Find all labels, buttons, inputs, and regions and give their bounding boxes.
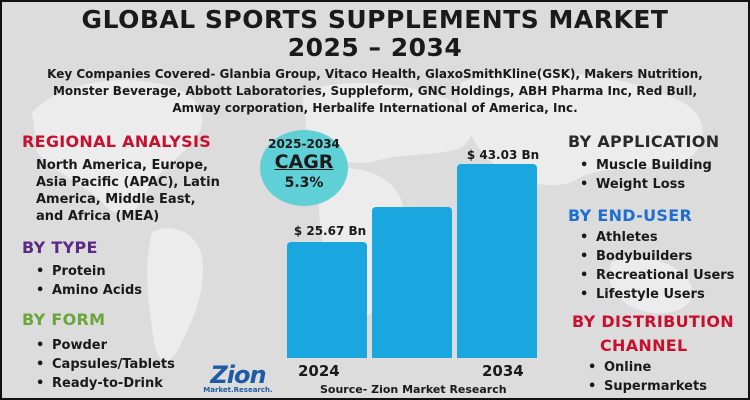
year-label-2024: 2024 [298, 362, 340, 380]
logo-subtitle: Market.Research. [203, 386, 273, 394]
by-application-heading: BY APPLICATION [568, 132, 720, 151]
list-item: Capsules/Tablets [30, 355, 175, 374]
bar-value-2034: $ 43.03 Bn [466, 148, 540, 162]
by-distribution-list: Online Supermarkets [582, 358, 707, 396]
source-note: Source- Zion Market Research [320, 383, 507, 396]
by-form-list: Powder Capsules/Tablets Ready-to-Drink [30, 336, 175, 393]
key-companies: Key Companies Covered- Glanbia Group, Vi… [47, 67, 703, 115]
title-line-2: 2025 – 2034 [287, 33, 463, 62]
cagr-label: CAGR [274, 151, 334, 173]
regional-heading: REGIONAL ANALYSIS [22, 132, 212, 151]
by-form-heading: BY FORM [22, 310, 106, 329]
by-end-user-list: Athletes Bodybuilders Recreational Users… [574, 228, 734, 304]
list-item: Lifestyle Users [574, 285, 734, 304]
list-item: Amino Acids [30, 281, 142, 300]
by-type-heading: BY TYPE [22, 238, 98, 257]
list-item: Supermarkets [582, 377, 707, 396]
by-distribution-heading-1: BY DISTRIBUTION [572, 312, 734, 331]
list-item: Athletes [574, 228, 734, 247]
bar-1 [287, 242, 367, 358]
bar-value-2024: $ 25.67 Bn [293, 224, 367, 238]
by-application-list: Muscle Building Weight Loss [574, 156, 712, 194]
list-item: Muscle Building [574, 156, 712, 175]
logo-wordmark: Zion [210, 361, 266, 389]
cagr-period: 2025-2034 [268, 137, 340, 151]
by-distribution-heading-2: CHANNEL [600, 336, 688, 355]
bar-2 [372, 207, 452, 358]
list-item: Recreational Users [574, 266, 734, 285]
list-item: Protein [30, 262, 142, 281]
list-item: Ready-to-Drink [30, 374, 175, 393]
list-item: Online [582, 358, 707, 377]
list-item: Weight Loss [574, 175, 712, 194]
list-item: Bodybuilders [574, 247, 734, 266]
year-label-2034: 2034 [482, 362, 524, 380]
by-end-user-heading: BY END-USER [568, 206, 693, 225]
title-line-1: GLOBAL SPORTS SUPPLEMENTS MARKET [81, 5, 669, 34]
market-bar-chart [287, 142, 557, 358]
by-type-list: Protein Amino Acids [30, 262, 142, 300]
zion-logo: Zion Market.Research. [202, 361, 274, 394]
regional-text: North America, Europe, Asia Pacific (APA… [36, 158, 220, 224]
cagr-value: 5.3% [284, 175, 324, 191]
cagr-bubble: 2025-2034 CAGR 5.3% [260, 130, 348, 206]
list-item: Powder [30, 336, 175, 355]
bar-3 [457, 164, 537, 358]
